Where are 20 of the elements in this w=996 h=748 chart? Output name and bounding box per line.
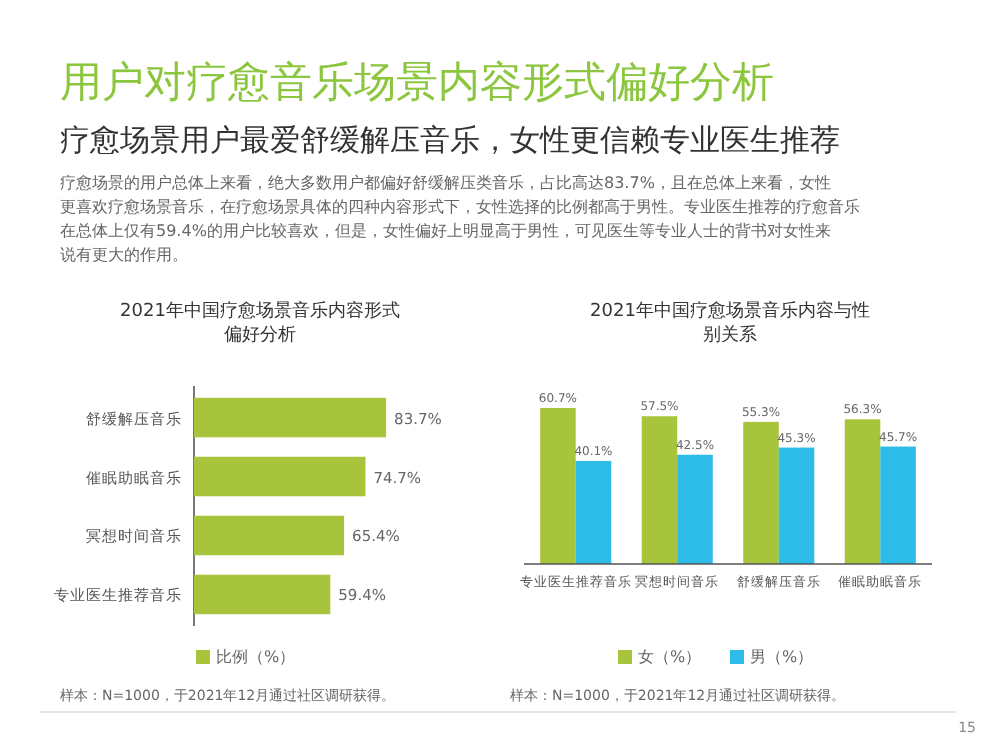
bar bbox=[677, 454, 713, 564]
bar bbox=[641, 416, 678, 564]
legend-label: 比例（%） bbox=[216, 648, 296, 666]
legend-label: 女（%） bbox=[638, 648, 702, 666]
text: 疗愈场景用户最爱舒缓解压音乐，女性更信赖专业医生推荐 bbox=[60, 122, 840, 158]
bar bbox=[194, 515, 345, 556]
bar bbox=[575, 460, 612, 564]
chart-title: 2021年中国疗愈场景音乐内容形式偏好分析 bbox=[120, 300, 400, 346]
bar bbox=[194, 574, 331, 615]
text: 疗愈场景的用户总体上来看，绝大多数用户都偏好舒缓解压类音乐，占比高达83.7%，且在总体上来看，女性更喜欢疗愈场景音乐，在疗愈场景具体的四种内容形式下，女性选择的比例都高于男性。专业医生推荐的疗愈音乐在总体上仅有59.4%的用户比较喜欢，但是，女性偏好上明显高于男性，可见医生等专业人士的背书对女性来说有更大的作用。 bbox=[60, 174, 860, 264]
bar bbox=[844, 419, 881, 564]
bar bbox=[778, 447, 815, 564]
bar bbox=[540, 408, 576, 564]
bar bbox=[194, 397, 387, 438]
legend-label: 男（%） bbox=[750, 648, 814, 666]
bar bbox=[194, 456, 366, 497]
bar bbox=[880, 446, 916, 564]
bar bbox=[743, 421, 779, 564]
chart-title: 2021年中国疗愈场景音乐内容与性别关系 bbox=[590, 300, 870, 346]
text: 用户对疗愈音乐场景内容形式偏好分析 bbox=[60, 58, 774, 106]
